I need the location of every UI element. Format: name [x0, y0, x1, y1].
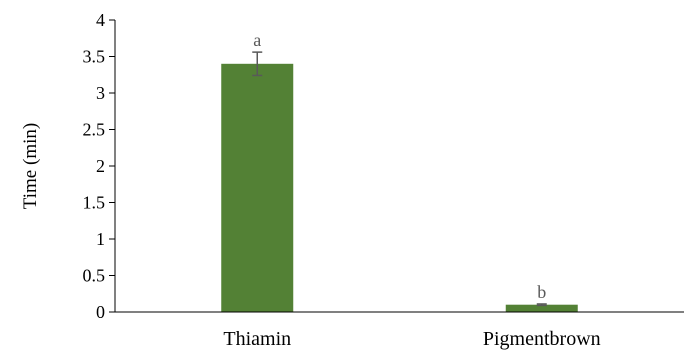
y-tick-label: 3: [96, 83, 105, 103]
y-tick-label: 2.5: [83, 120, 106, 140]
y-tick-label: 0: [96, 302, 105, 322]
y-tick-label: 4: [96, 10, 105, 30]
annotations-group: ab: [253, 30, 546, 302]
annotation-label: a: [253, 30, 261, 50]
annotation-label: b: [537, 282, 546, 302]
y-axis-label: Time (min): [20, 123, 41, 209]
error-bars-group: [252, 51, 547, 307]
x-tick-label: Pigmentbrown: [483, 328, 601, 350]
bar-thiamin: [221, 63, 294, 312]
y-tick-label: 3.5: [83, 47, 106, 67]
y-tick-label: 2: [96, 156, 105, 176]
y-tick-label: 0.5: [83, 266, 106, 286]
bars-group: [221, 63, 578, 312]
y-tick-label: 1: [96, 229, 105, 249]
x-axis-labels: Thiamin Pigmentbrown: [223, 328, 600, 350]
y-axis-ticks: 0 0.5 1 1.5 2 2.5 3 3.5 4: [83, 10, 115, 322]
bar-pigmentbrown: [505, 304, 578, 312]
y-tick-label: 1.5: [83, 193, 106, 213]
x-tick-label: Thiamin: [223, 328, 291, 350]
